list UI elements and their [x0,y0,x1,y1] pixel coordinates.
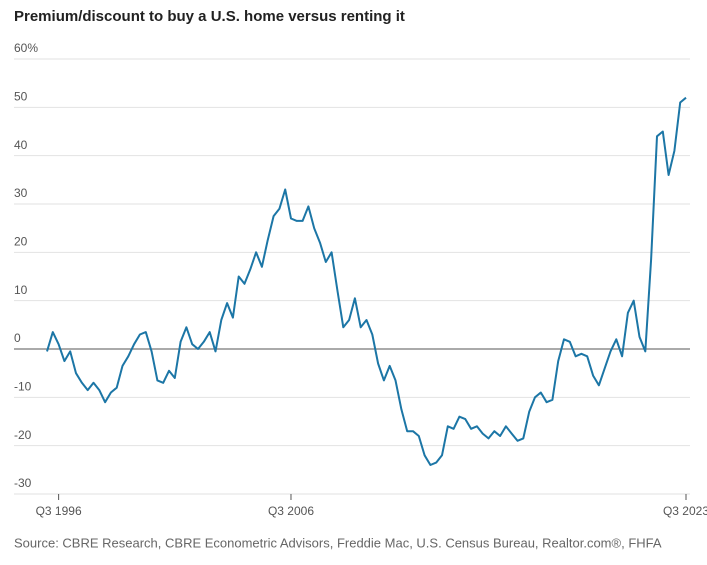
y-tick-label: 10 [14,283,28,297]
y-tick-label: -20 [14,428,32,442]
y-tick-label: -30 [14,476,32,490]
source-note: Source: CBRE Research, CBRE Econometric … [14,535,662,550]
y-tick-label: 0 [14,331,21,345]
y-tick-label: 20 [14,235,28,249]
x-tick-label: Q3 1996 [36,504,82,518]
x-tick-label: Q3 2006 [268,504,314,518]
y-tick-label: 40 [14,138,28,152]
y-tick-label: 50 [14,90,28,104]
data-line [46,96,687,466]
x-tick-label: Q3 2023 [663,504,707,518]
y-tick-label: 30 [14,186,28,200]
y-tick-label: -10 [14,380,32,394]
chart-title: Premium/discount to buy a U.S. home vers… [14,8,405,25]
y-tick-label: 60% [14,41,38,55]
